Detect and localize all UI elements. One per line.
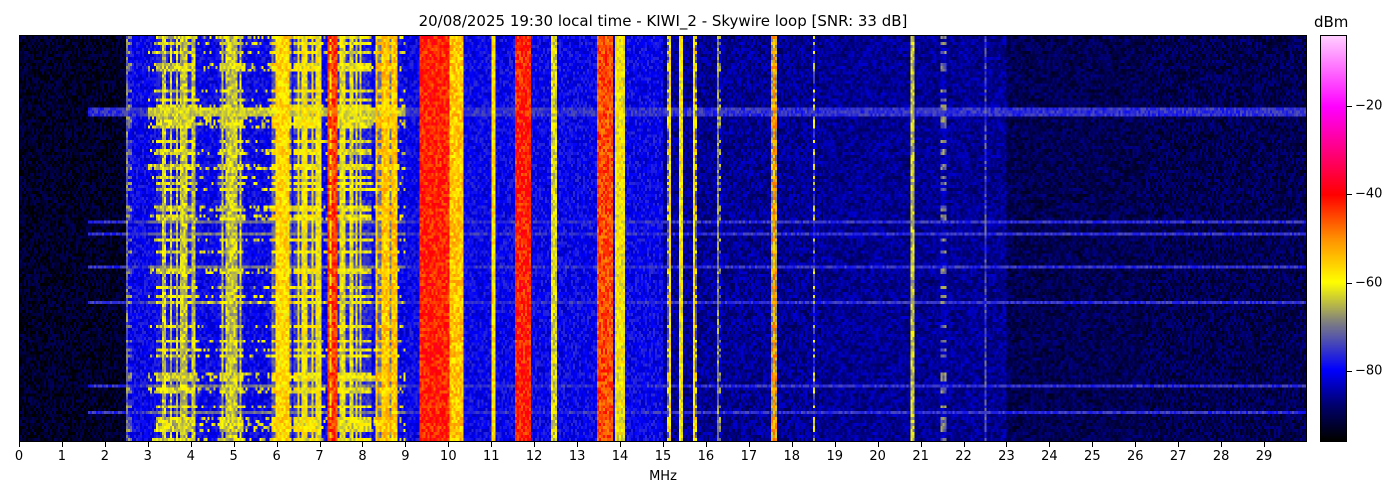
x-tick-label: 14: [611, 449, 629, 464]
x-tick: [362, 442, 364, 447]
x-tick: [748, 442, 750, 447]
colorbar: [1320, 35, 1347, 442]
x-tick: [1049, 442, 1051, 447]
x-tick: [190, 442, 192, 447]
heatmap-canvas: [20, 36, 1306, 441]
x-tick: [834, 442, 836, 447]
x-tick-label: 10: [440, 449, 457, 464]
x-tick: [405, 442, 407, 447]
x-tick-label: 11: [482, 449, 500, 464]
colorbar-tick-label: −60: [1355, 275, 1383, 291]
colorbar-tick-label: −40: [1355, 186, 1383, 202]
chart-title: 20/08/2025 19:30 local time - KIWI_2 - S…: [418, 12, 908, 30]
x-tick: [448, 442, 450, 447]
x-tick-label: 9: [401, 449, 410, 464]
x-tick-label: 23: [998, 449, 1015, 464]
x-tick-label: 22: [955, 449, 972, 464]
x-tick-label: 20: [869, 449, 886, 464]
x-tick: [663, 442, 664, 447]
colorbar-tick: [1347, 371, 1352, 373]
x-tick-label: 3: [143, 449, 152, 464]
x-tick-label: 21: [912, 449, 929, 464]
x-tick-label: 0: [14, 449, 24, 464]
x-tick: [276, 442, 278, 447]
colorbar-tick: [1347, 194, 1352, 196]
x-tick-label: 19: [826, 449, 843, 464]
colorbar-tick: [1347, 105, 1352, 107]
x-tick: [577, 442, 579, 447]
x-tick: [791, 442, 793, 447]
x-tick: [963, 442, 965, 447]
x-tick: [233, 442, 235, 447]
x-axis-label: MHz: [649, 469, 677, 484]
x-tick-label: 15: [654, 449, 672, 464]
x-tick-label: 8: [358, 449, 367, 464]
x-tick: [620, 442, 622, 447]
x-tick: [1178, 442, 1180, 447]
x-tick: [1264, 442, 1266, 447]
x-tick-label: 25: [1084, 449, 1101, 464]
x-tick-label: 2: [100, 449, 109, 464]
x-tick: [920, 442, 922, 447]
x-tick: [491, 442, 493, 447]
waterfall-heatmap: [19, 35, 1307, 442]
x-tick: [534, 442, 536, 447]
x-tick-label: 13: [568, 449, 586, 464]
x-tick: [19, 442, 20, 447]
colorbar-tick: [1347, 282, 1352, 284]
x-tick-label: 26: [1126, 449, 1144, 464]
x-tick: [877, 442, 879, 447]
x-tick-label: 7: [315, 449, 324, 464]
x-tick: [61, 442, 63, 447]
colorbar-tick-label: −20: [1355, 98, 1383, 114]
x-tick-label: 27: [1169, 449, 1187, 464]
x-tick: [1006, 442, 1008, 447]
x-axis: 0 1 2 3 4 5 6 7 8 9 10 11 12 13 14 15 16 17 18 19 20 21 22 23 24…: [15, 442, 1307, 472]
x-tick-label: 17: [740, 449, 758, 464]
colorbar-label: dBm: [1314, 13, 1349, 31]
x-tick: [1092, 442, 1094, 447]
x-tick-label: 29: [1255, 449, 1273, 464]
colorbar-tick-label: −80: [1355, 363, 1383, 379]
x-tick-label: 1: [57, 449, 67, 464]
x-tick-label: 6: [272, 449, 281, 464]
x-tick: [1135, 442, 1137, 447]
x-tick: [319, 442, 321, 447]
x-tick-label: 18: [783, 449, 801, 464]
colorbar-gradient: [1321, 36, 1346, 441]
x-tick-label: 4: [186, 449, 195, 464]
x-tick-label: 16: [697, 449, 715, 464]
x-tick: [104, 442, 106, 447]
x-tick-label: 12: [525, 449, 543, 464]
x-tick-label: 28: [1212, 449, 1230, 464]
x-tick: [705, 442, 707, 447]
x-tick: [1221, 442, 1223, 447]
x-tick: [147, 442, 149, 447]
x-tick-label: 5: [229, 449, 238, 464]
x-tick-label: 24: [1041, 449, 1058, 464]
